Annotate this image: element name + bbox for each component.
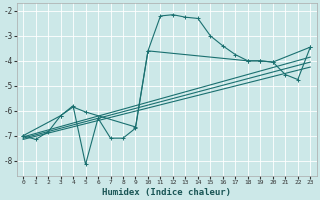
X-axis label: Humidex (Indice chaleur): Humidex (Indice chaleur) bbox=[102, 188, 231, 197]
